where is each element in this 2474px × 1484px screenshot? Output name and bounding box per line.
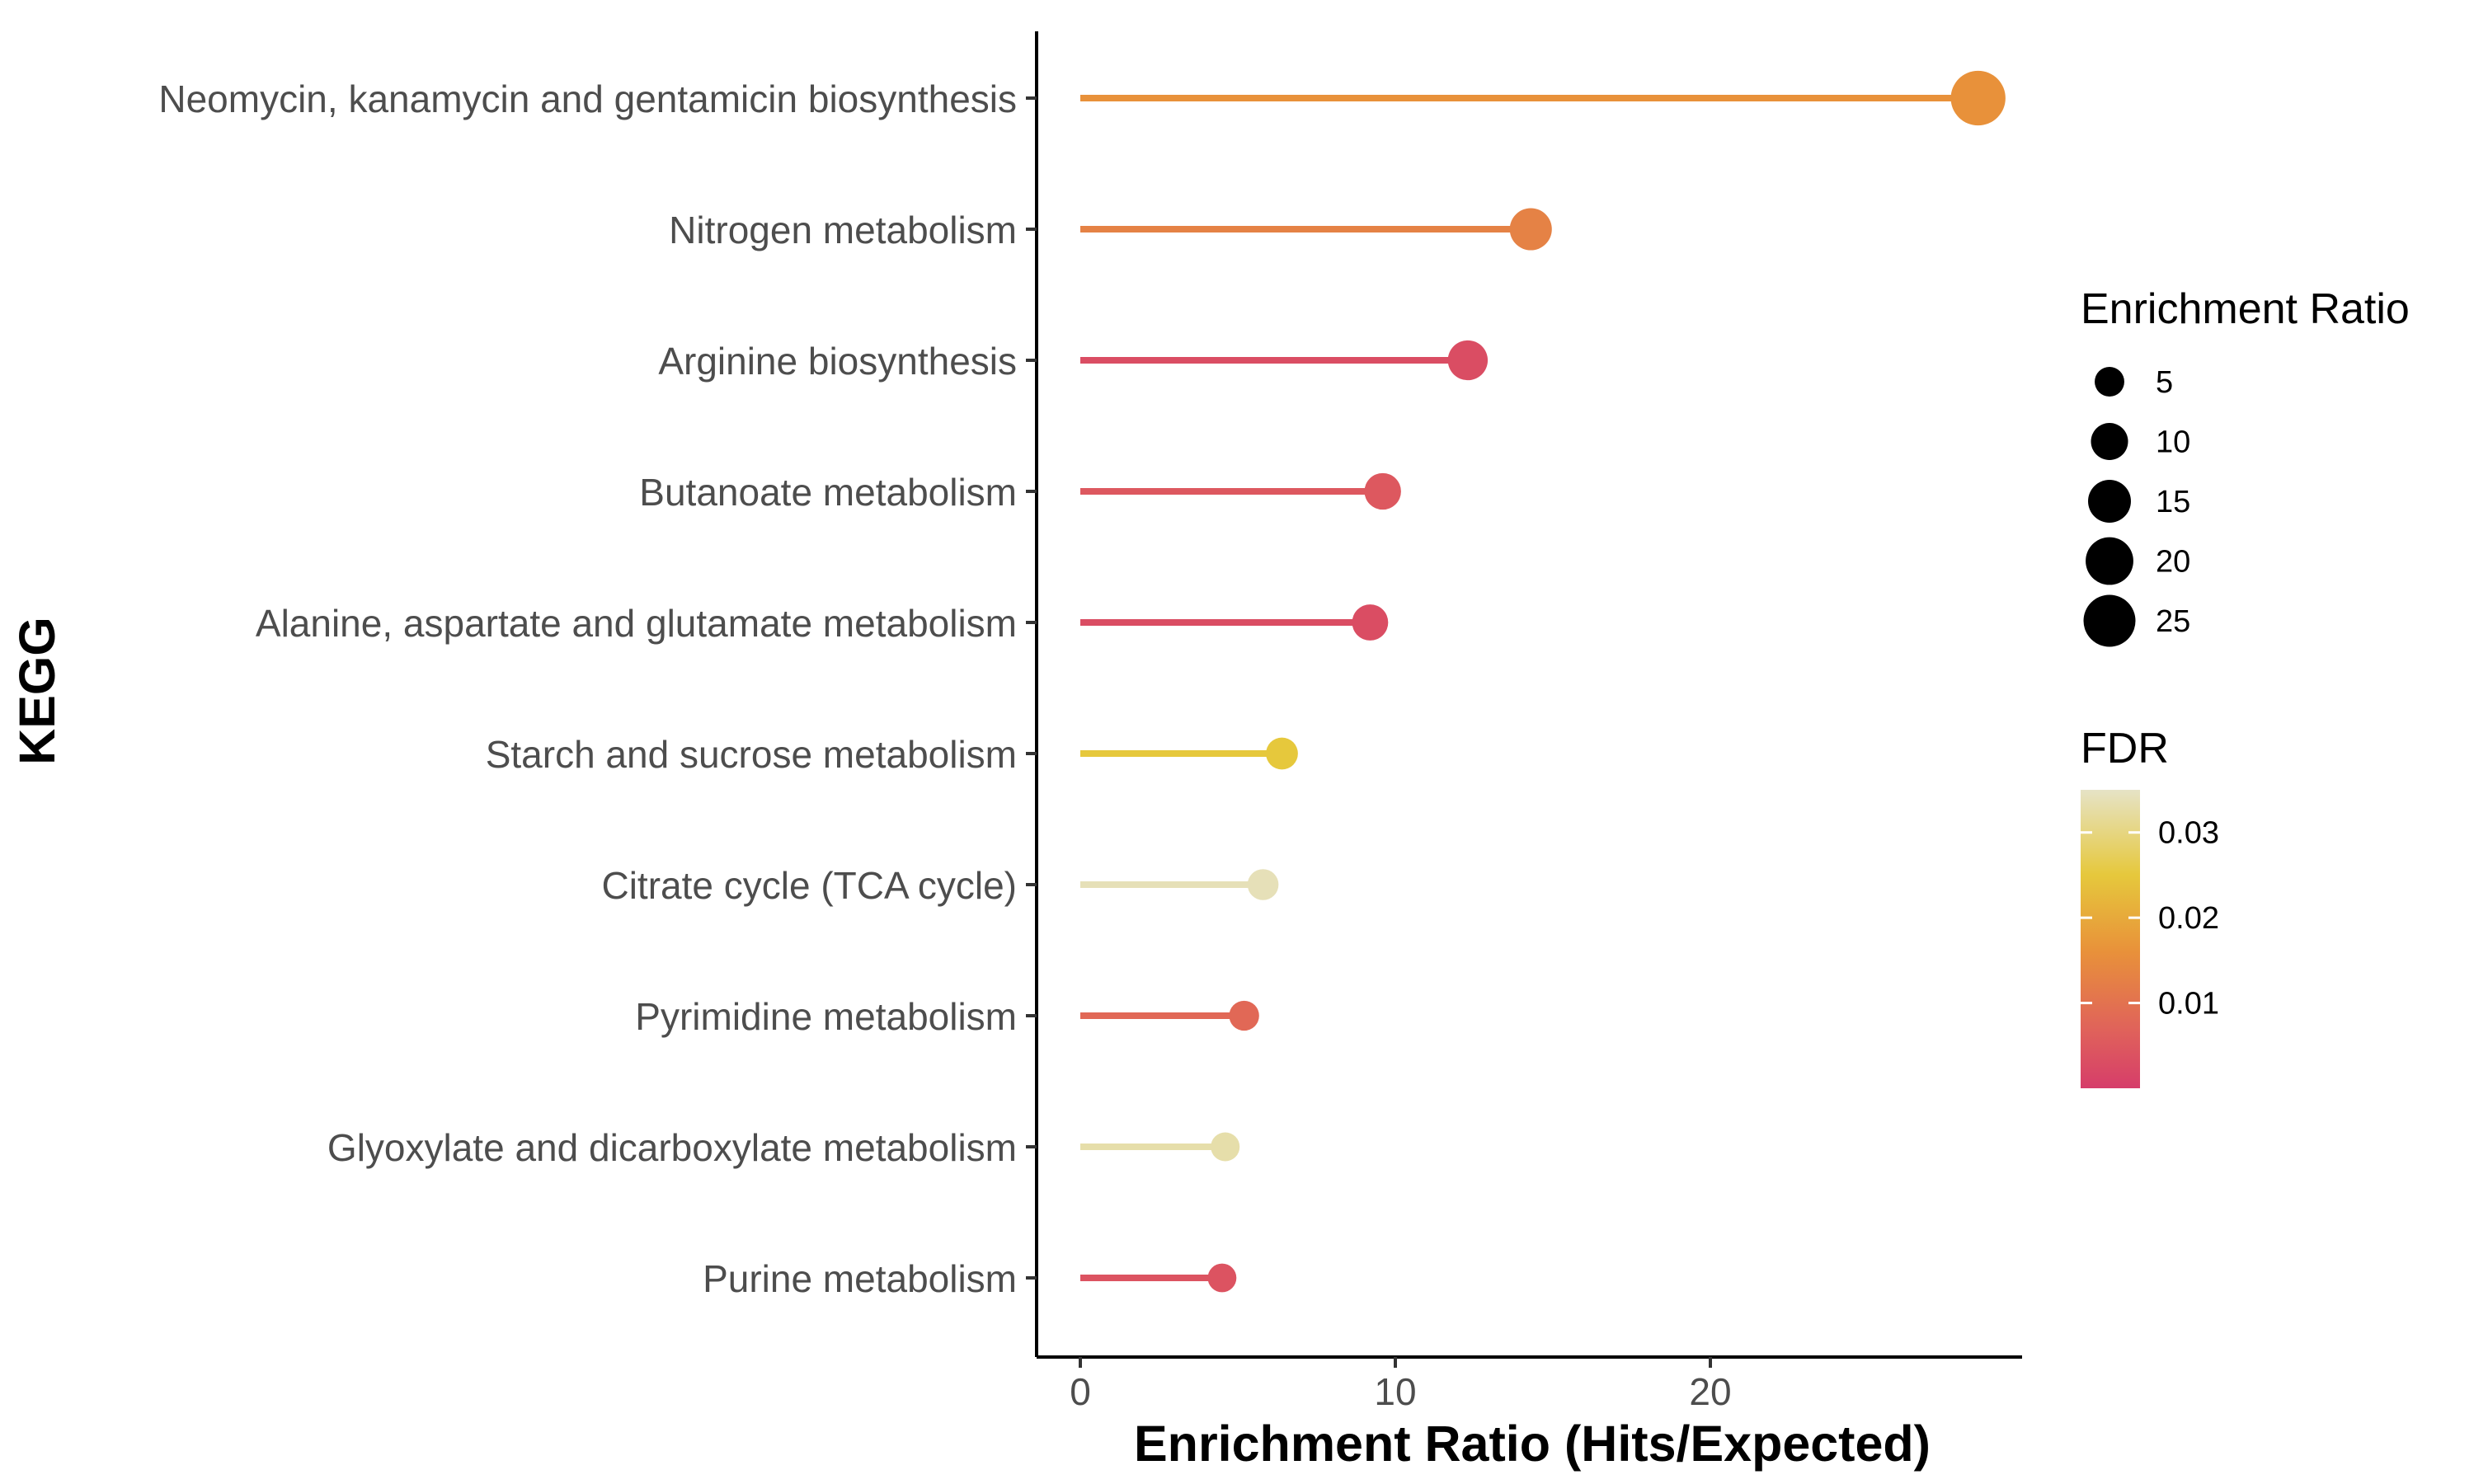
- lollipop-point: [1352, 604, 1389, 641]
- y-axis-ticks: Neomycin, kanamycin and gentamicin biosy…: [158, 77, 1037, 1300]
- y-tick-label: Alanine, aspartate and glutamate metabol…: [256, 602, 1017, 645]
- color-legend-label: 0.02: [2158, 901, 2219, 936]
- size-legend-label: 10: [2156, 425, 2190, 460]
- lollipop-point: [1207, 1263, 1237, 1293]
- y-tick-label: Neomycin, kanamycin and gentamicin biosy…: [158, 77, 1017, 120]
- color-legend-title: FDR: [2081, 725, 2169, 773]
- lollipop-point: [1266, 737, 1298, 770]
- color-legend: FDR 0.01 0.02 0.03: [2081, 725, 2219, 1088]
- lollipop-point: [1447, 340, 1489, 381]
- y-tick-label: Citrate cycle (TCA cycle): [601, 864, 1017, 907]
- y-tick-label: Pyrimidine metabolism: [635, 995, 1017, 1038]
- size-legend-label: 5: [2156, 365, 2173, 400]
- size-legend-circle: [2088, 480, 2131, 523]
- y-axis-title: KEGG: [9, 617, 65, 765]
- x-tick-label: 0: [1070, 1370, 1091, 1413]
- fdr-color-bar: [2081, 790, 2140, 1088]
- lollipop-stems: [1080, 95, 1978, 1281]
- color-legend-ticks: 0.01 0.02 0.03: [2081, 816, 2219, 1021]
- lollipop-point: [1229, 1000, 1259, 1031]
- x-tick-label: 20: [1689, 1370, 1731, 1413]
- lollipop-point: [1364, 472, 1401, 510]
- x-tick-label: 10: [1374, 1370, 1416, 1413]
- size-legend-label: 20: [2156, 545, 2190, 580]
- x-axis-ticks: 0 10 20: [1070, 1357, 1732, 1413]
- y-tick-label: Arginine biosynthesis: [658, 340, 1017, 383]
- size-legend-circle: [2083, 594, 2136, 647]
- size-legend-label: 15: [2156, 485, 2190, 519]
- y-tick-label: Purine metabolism: [703, 1257, 1017, 1300]
- lollipop-point: [1950, 70, 2006, 126]
- size-legend-circle: [2091, 423, 2128, 460]
- x-axis-title: Enrichment Ratio (Hits/Expected): [1134, 1416, 1931, 1472]
- size-legend-title: Enrichment Ratio: [2081, 285, 2410, 333]
- color-legend-label: 0.03: [2158, 816, 2219, 851]
- y-tick-label: Butanoate metabolism: [639, 471, 1017, 514]
- y-tick-label: Nitrogen metabolism: [669, 209, 1017, 251]
- size-legend-circle: [2095, 367, 2124, 397]
- lollipop-point: [1247, 869, 1279, 900]
- size-legend-circle: [2086, 537, 2133, 585]
- color-legend-label: 0.01: [2158, 987, 2219, 1021]
- y-tick-label: Glyoxylate and dicarboxylate metabolism: [327, 1126, 1017, 1169]
- lollipop-point: [1211, 1132, 1240, 1162]
- size-legend-label: 25: [2156, 604, 2190, 639]
- y-tick-label: Starch and sucrose metabolism: [486, 733, 1017, 776]
- size-legend: Enrichment Ratio 5 10 15 20 25: [2081, 285, 2410, 647]
- size-legend-items: 5 10 15 20 25: [2083, 365, 2190, 647]
- lollipop-points: [1207, 70, 2006, 1293]
- lollipop-point: [1509, 208, 1552, 251]
